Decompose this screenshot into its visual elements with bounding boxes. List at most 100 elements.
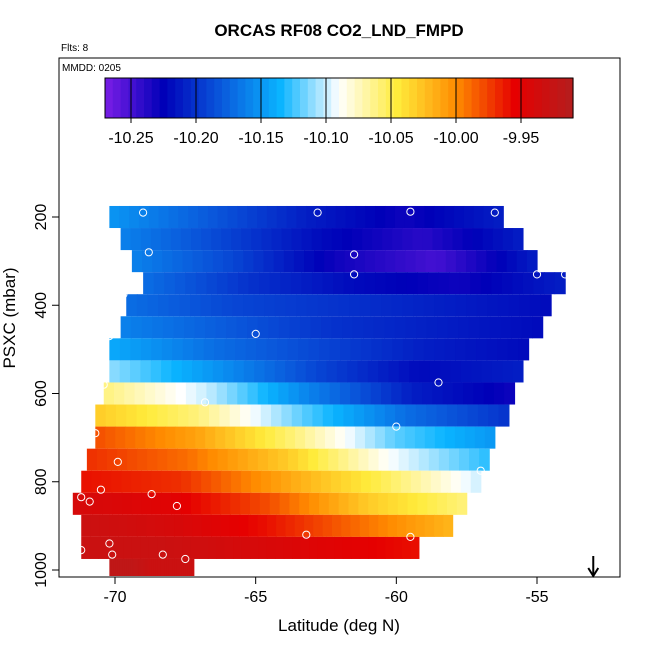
heatmap-cell-r2-c21 — [344, 250, 356, 273]
x-tick-label-3: -55 — [525, 589, 548, 606]
heatmap-cell-r1-c23 — [351, 228, 363, 251]
flight-marker-14 — [200, 398, 210, 407]
heatmap-cell-r5-c22 — [352, 316, 364, 339]
heatmap-cell-r2-c5 — [182, 250, 194, 273]
heatmap-cell-r1-c3 — [150, 228, 162, 251]
heatmap-cell-r10-c31 — [404, 426, 416, 449]
heatmap-cell-r2-c22 — [354, 250, 366, 273]
heatmap-cell-r3-c16 — [311, 272, 324, 295]
flight-marker-4 — [144, 248, 153, 257]
colorbar: -10.25 -10.20 -10.15 -10.10 -10.05 -10.00 -9.9… — [104, 77, 574, 147]
heatmap-cell-r7-c5 — [161, 360, 173, 383]
heatmap-cell-r2-c18 — [314, 250, 325, 273]
heatmap-cell-r3-c1 — [153, 272, 165, 295]
heatmap-cell-r5-c30 — [437, 316, 449, 339]
heatmap-cell-r9-c29 — [395, 404, 407, 427]
heatmap-cell-r11-c18 — [267, 448, 279, 471]
heatmap-cell-r2-c33 — [466, 250, 477, 273]
heatmap-cell-r16-c3 — [115, 558, 119, 576]
heatmap-cell-r10-c30 — [394, 426, 406, 449]
heatmap-cell-r8-c17 — [278, 382, 290, 405]
flight-marker-1 — [313, 208, 322, 217]
heatmap-cell-r0-c27 — [375, 205, 386, 229]
heatmap-cell-r14-c33 — [387, 514, 398, 537]
heatmap-cell-r9-c4 — [136, 404, 148, 427]
colorbar-cell-23 — [284, 78, 293, 118]
heatmap-cell-r5-c20 — [331, 316, 343, 339]
heatmap-cell-r5-c2 — [141, 316, 153, 339]
flight-marker-12 — [434, 378, 443, 387]
heatmap-cell-r14-c37 — [424, 514, 435, 537]
heatmap-cell-r10-c15 — [245, 426, 256, 449]
heatmap-cell-r3-c9 — [238, 272, 250, 295]
heatmap-cell-r14-c6 — [136, 514, 147, 537]
heatmap-cell-r14-c38 — [434, 514, 444, 537]
heatmap-cell-r6-c10 — [214, 338, 226, 361]
heatmap-cell-r0-c38 — [483, 205, 494, 229]
heatmap-cell-r9-c19 — [291, 404, 303, 427]
heatmap-cell-r5-c13 — [257, 316, 269, 339]
heatmap-cell-r13-c10 — [171, 492, 182, 515]
heatmap-cell-r16-c5 — [119, 558, 123, 576]
heatmap-cell-r0-c28 — [385, 205, 396, 229]
heatmap-cell-r2-c14 — [273, 250, 285, 273]
heatmap-cell-r9-c10 — [198, 404, 210, 427]
heatmap-cell-r6-c17 — [287, 338, 299, 361]
colorbar-cell-0 — [105, 78, 114, 118]
heatmap-cell-r14-c26 — [322, 514, 333, 537]
heatmap-cell-r0-c11 — [217, 205, 229, 229]
heatmap-cell-r4-c31 — [455, 294, 467, 317]
heatmap-cell-r1-c17 — [291, 228, 303, 251]
heatmap-cell-r14-c9 — [164, 514, 175, 537]
heatmap-cell-r3-c5 — [195, 272, 208, 295]
heatmap-cell-r14-c34 — [396, 514, 407, 537]
heatmap-cell-r4-c32 — [466, 294, 478, 317]
heatmap-cell-r9-c27 — [374, 404, 386, 427]
heatmap-cell-r13-c26 — [328, 492, 340, 515]
heatmap-cell-r0-c34 — [444, 205, 455, 229]
heatmap-cell-r13-c13 — [200, 492, 212, 515]
heatmap-cell-r5-c37 — [510, 316, 523, 339]
heatmap-cell-r1-c26 — [382, 228, 393, 251]
heatmap-cell-r4-c35 — [497, 294, 510, 317]
heatmap-cell-r4-c29 — [434, 294, 446, 317]
heatmap-cell-r10-c3 — [125, 426, 136, 449]
heatmap-cell-r8-c20 — [309, 382, 320, 405]
heatmap-cell-r12-c33 — [410, 470, 422, 493]
colorbar-cell-21 — [268, 78, 278, 118]
colorbar-cell-36 — [385, 78, 395, 118]
heatmap-cell-r3-c31 — [470, 272, 482, 295]
heatmap-cell-r8-c18 — [288, 382, 300, 405]
arrow-head — [587, 567, 600, 578]
colorbar-cell-44 — [448, 78, 457, 118]
colorbar-tick-label-3: -10.10 — [303, 130, 348, 147]
heatmap-cell-r15-c35 — [376, 536, 386, 559]
heatmap-cell-r10-c19 — [285, 426, 296, 449]
heatmap-cell-r6-c37 — [497, 338, 509, 361]
heatmap-cell-r4-c8 — [211, 294, 223, 317]
heatmap-cell-r0-c15 — [257, 205, 268, 229]
heatmap-cell-r5-c29 — [426, 316, 438, 339]
heatmap-cell-r15-c17 — [224, 536, 234, 559]
heatmap-cell-r5-c9 — [215, 316, 227, 339]
colorbar-cell-57 — [549, 78, 558, 118]
heatmap-cell-r12-c30 — [380, 470, 392, 493]
heatmap-cell-r6-c21 — [329, 338, 341, 361]
heatmap-cell-r15-c27 — [309, 536, 319, 559]
heatmap-cell-r0-c22 — [326, 205, 337, 229]
heatmap-cell-r2-c23 — [364, 250, 376, 273]
heatmap-cell-r9-c38 — [488, 404, 500, 427]
heatmap-cell-r3-c32 — [480, 272, 492, 295]
heatmap-cell-r5-c25 — [384, 316, 396, 339]
heatmap-cell-r9-c15 — [250, 404, 262, 427]
heatmap-cell-r4-c1 — [136, 294, 149, 317]
heatmap-cell-r2-c30 — [435, 250, 447, 273]
flight-markers — [77, 207, 570, 564]
heatmap-cell-r7-c0 — [109, 360, 121, 383]
heatmap-cell-r2-c20 — [334, 250, 346, 273]
heatmap-cell-r11-c39 — [479, 448, 490, 471]
heatmap-cell-r1-c10 — [221, 228, 232, 251]
heatmap-cell-r5-c14 — [268, 316, 280, 339]
heatmap-cell-r16-c25 — [162, 558, 165, 576]
heatmap-cell-r11-c26 — [348, 448, 360, 471]
